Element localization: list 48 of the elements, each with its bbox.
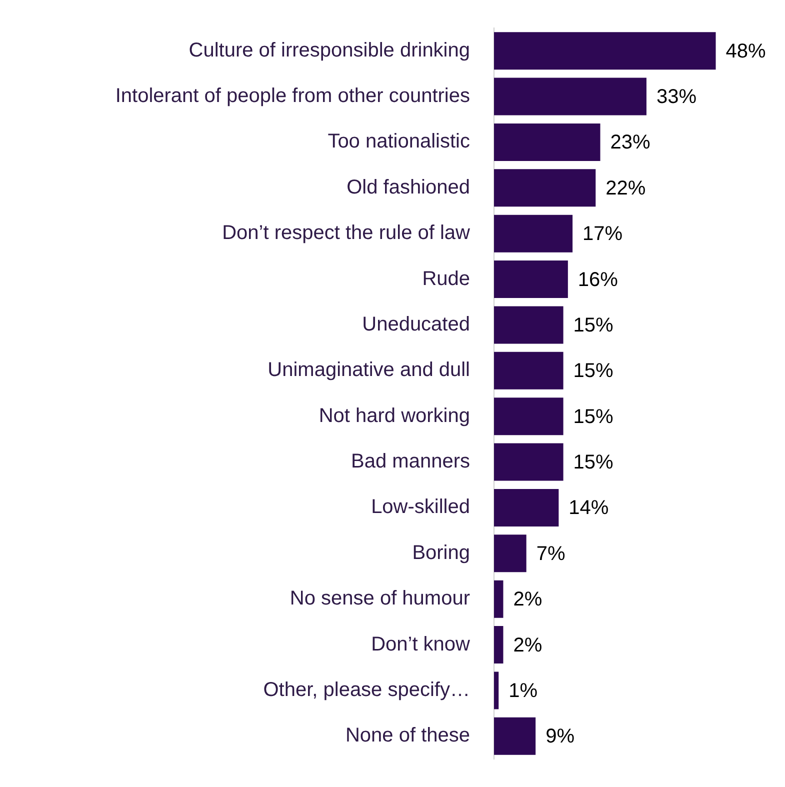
y-tick-label: Boring [412, 542, 470, 564]
bar [494, 672, 499, 710]
bar [494, 306, 564, 344]
data-label: 2% [513, 634, 542, 656]
bar [494, 398, 564, 436]
y-tick-label: Old fashioned [346, 176, 470, 198]
data-label: 7% [536, 542, 566, 565]
bar [494, 78, 646, 116]
data-label: 15% [573, 406, 614, 428]
data-label: 1% [508, 680, 538, 702]
y-tick-label: Unimaginative and dull [268, 359, 470, 382]
data-label: 16% [578, 268, 618, 291]
y-tick-label: Bad manners [351, 450, 470, 473]
bar [494, 214, 573, 252]
y-tick-label: Rude [422, 268, 470, 290]
y-tick-label: Don’t respect the rule of law [222, 222, 471, 244]
data-label: 17% [582, 223, 623, 246]
bar [494, 534, 526, 572]
bar [494, 123, 600, 161]
bar [494, 260, 568, 298]
y-tick-label: None of these [345, 724, 470, 747]
data-label: 15% [573, 314, 614, 336]
bar [494, 580, 504, 618]
data-label: 23% [610, 132, 651, 154]
y-tick-label: Culture of irresponsible drinking [188, 39, 470, 62]
data-label: 15% [573, 452, 614, 474]
y-tick-label: Intolerant of people from other countries [115, 85, 470, 108]
y-tick-label: Not hard working [318, 404, 470, 427]
y-tick-label: Don’t know [371, 633, 471, 656]
y-tick-label: No sense of humour [290, 588, 470, 610]
data-label: 9% [546, 726, 575, 748]
data-label: 15% [573, 360, 614, 382]
bar [494, 443, 564, 481]
y-tick-label: Too nationalistic [328, 130, 470, 153]
bar [494, 626, 504, 664]
bar [494, 352, 564, 390]
bar [494, 32, 716, 70]
bar [494, 717, 536, 755]
bar [494, 488, 559, 526]
data-label: 33% [656, 86, 697, 108]
y-tick-label: Uneducated [362, 313, 470, 336]
data-label: 14% [568, 497, 609, 520]
data-label: 2% [513, 588, 542, 611]
data-label: 22% [606, 177, 646, 200]
bar [494, 169, 596, 207]
y-tick-label: Low-skilled [371, 496, 470, 518]
data-label: 48% [726, 40, 766, 62]
y-tick-label: Other, please specify… [263, 678, 470, 701]
